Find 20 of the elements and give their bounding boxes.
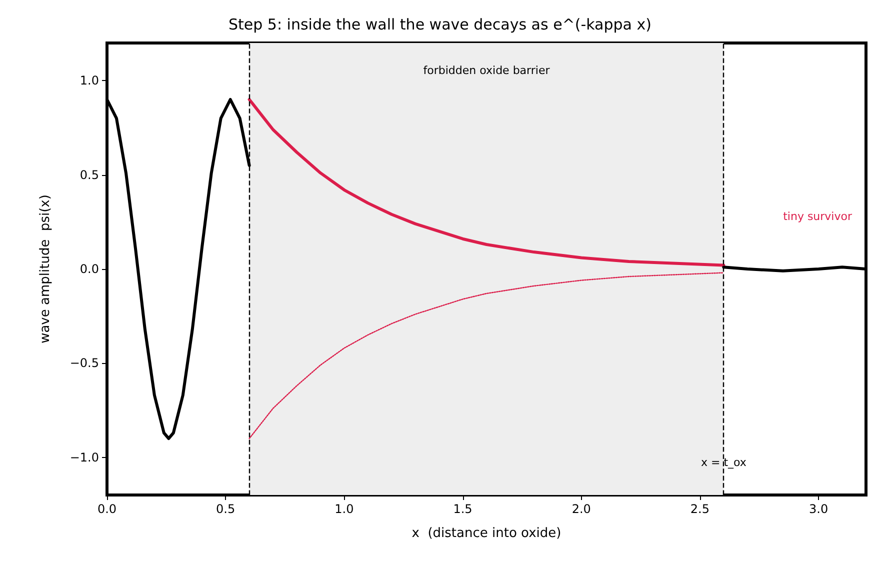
line-series xyxy=(248,272,724,440)
x-tick-label: 0.0 xyxy=(97,502,117,516)
x-tick-label: 2.0 xyxy=(572,502,591,516)
y-tick-label: 0.0 xyxy=(80,262,99,276)
y-tick-label: −1.0 xyxy=(70,450,99,464)
ref-line-label: x = t_ox xyxy=(700,456,747,469)
y-tick-label: 1.0 xyxy=(80,74,99,88)
x-tick-label: 1.5 xyxy=(453,502,472,516)
y-axis-title: wave amplitude psi(x) xyxy=(38,194,53,344)
x-tick-label: 1.0 xyxy=(334,502,354,516)
x-axis-title: x (distance into oxide) xyxy=(412,526,562,541)
y-tick-label: −0.5 xyxy=(70,356,99,370)
band-label: forbidden oxide barrier xyxy=(423,64,550,77)
y-tick-label: 0.5 xyxy=(80,168,99,182)
x-tick-label: 2.5 xyxy=(690,502,710,516)
annotation: tiny survivor xyxy=(783,210,852,223)
x-tick-label: 0.5 xyxy=(216,502,236,516)
x-tick-label: 3.0 xyxy=(809,502,828,516)
chart-title: Step 5: inside the wall the wave decays as e^(-kappa x) xyxy=(228,16,652,34)
line-series xyxy=(248,98,726,267)
